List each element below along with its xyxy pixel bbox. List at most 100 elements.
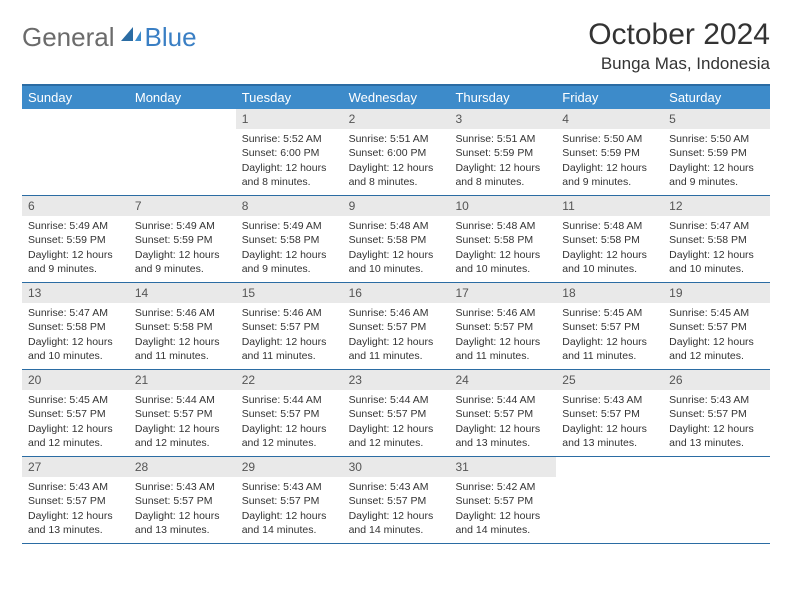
day-cell: 31Sunrise: 5:42 AMSunset: 5:57 PMDayligh…	[449, 457, 556, 543]
daylight-text: Daylight: 12 hours and 8 minutes.	[349, 161, 444, 189]
week-row: 20Sunrise: 5:45 AMSunset: 5:57 PMDayligh…	[22, 370, 770, 457]
day-body: Sunrise: 5:48 AMSunset: 5:58 PMDaylight:…	[343, 216, 450, 282]
week-row: 13Sunrise: 5:47 AMSunset: 5:58 PMDayligh…	[22, 283, 770, 370]
sunset-text: Sunset: 5:57 PM	[242, 494, 337, 508]
sunrise-text: Sunrise: 5:43 AM	[242, 480, 337, 494]
weekday-header: Sunday	[22, 86, 129, 109]
daylight-text: Daylight: 12 hours and 13 minutes.	[562, 422, 657, 450]
day-number: 20	[22, 370, 129, 390]
day-body: Sunrise: 5:49 AMSunset: 5:59 PMDaylight:…	[22, 216, 129, 282]
daylight-text: Daylight: 12 hours and 13 minutes.	[28, 509, 123, 537]
day-number: 12	[663, 196, 770, 216]
day-number: 7	[129, 196, 236, 216]
day-body: Sunrise: 5:45 AMSunset: 5:57 PMDaylight:…	[22, 390, 129, 456]
day-cell: 29Sunrise: 5:43 AMSunset: 5:57 PMDayligh…	[236, 457, 343, 543]
sunset-text: Sunset: 5:57 PM	[349, 494, 444, 508]
day-cell: 3Sunrise: 5:51 AMSunset: 5:59 PMDaylight…	[449, 109, 556, 195]
daylight-text: Daylight: 12 hours and 9 minutes.	[242, 248, 337, 276]
day-cell: 7Sunrise: 5:49 AMSunset: 5:59 PMDaylight…	[129, 196, 236, 282]
day-cell: 17Sunrise: 5:46 AMSunset: 5:57 PMDayligh…	[449, 283, 556, 369]
sunset-text: Sunset: 5:59 PM	[28, 233, 123, 247]
sunset-text: Sunset: 5:57 PM	[135, 407, 230, 421]
daylight-text: Daylight: 12 hours and 12 minutes.	[669, 335, 764, 363]
day-body: Sunrise: 5:50 AMSunset: 5:59 PMDaylight:…	[663, 129, 770, 195]
sunset-text: Sunset: 5:58 PM	[135, 320, 230, 334]
sunrise-text: Sunrise: 5:43 AM	[135, 480, 230, 494]
sunset-text: Sunset: 5:59 PM	[455, 146, 550, 160]
day-cell: 4Sunrise: 5:50 AMSunset: 5:59 PMDaylight…	[556, 109, 663, 195]
sunset-text: Sunset: 5:59 PM	[135, 233, 230, 247]
day-number: 1	[236, 109, 343, 129]
day-number: 6	[22, 196, 129, 216]
day-body: Sunrise: 5:48 AMSunset: 5:58 PMDaylight:…	[556, 216, 663, 282]
sunset-text: Sunset: 5:57 PM	[28, 407, 123, 421]
day-number: 25	[556, 370, 663, 390]
day-cell: 25Sunrise: 5:43 AMSunset: 5:57 PMDayligh…	[556, 370, 663, 456]
day-cell: 19Sunrise: 5:45 AMSunset: 5:57 PMDayligh…	[663, 283, 770, 369]
day-cell: 28Sunrise: 5:43 AMSunset: 5:57 PMDayligh…	[129, 457, 236, 543]
daylight-text: Daylight: 12 hours and 12 minutes.	[349, 422, 444, 450]
sunrise-text: Sunrise: 5:43 AM	[349, 480, 444, 494]
day-number: 8	[236, 196, 343, 216]
day-cell: 14Sunrise: 5:46 AMSunset: 5:58 PMDayligh…	[129, 283, 236, 369]
daylight-text: Daylight: 12 hours and 9 minutes.	[28, 248, 123, 276]
day-number: 15	[236, 283, 343, 303]
sunrise-text: Sunrise: 5:46 AM	[135, 306, 230, 320]
daylight-text: Daylight: 12 hours and 14 minutes.	[349, 509, 444, 537]
sunset-text: Sunset: 5:57 PM	[669, 320, 764, 334]
logo-text-general: General	[22, 22, 115, 53]
sunset-text: Sunset: 6:00 PM	[242, 146, 337, 160]
day-body: Sunrise: 5:45 AMSunset: 5:57 PMDaylight:…	[556, 303, 663, 369]
sunrise-text: Sunrise: 5:49 AM	[28, 219, 123, 233]
day-body: Sunrise: 5:52 AMSunset: 6:00 PMDaylight:…	[236, 129, 343, 195]
day-body: Sunrise: 5:43 AMSunset: 5:57 PMDaylight:…	[343, 477, 450, 543]
sunrise-text: Sunrise: 5:43 AM	[28, 480, 123, 494]
month-title: October 2024	[588, 18, 770, 52]
sunrise-text: Sunrise: 5:47 AM	[28, 306, 123, 320]
day-cell: 24Sunrise: 5:44 AMSunset: 5:57 PMDayligh…	[449, 370, 556, 456]
day-cell: 16Sunrise: 5:46 AMSunset: 5:57 PMDayligh…	[343, 283, 450, 369]
sunrise-text: Sunrise: 5:44 AM	[242, 393, 337, 407]
daylight-text: Daylight: 12 hours and 11 minutes.	[349, 335, 444, 363]
day-number: 11	[556, 196, 663, 216]
sunrise-text: Sunrise: 5:48 AM	[349, 219, 444, 233]
sunrise-text: Sunrise: 5:43 AM	[669, 393, 764, 407]
daylight-text: Daylight: 12 hours and 8 minutes.	[455, 161, 550, 189]
sunset-text: Sunset: 5:57 PM	[562, 407, 657, 421]
daylight-text: Daylight: 12 hours and 10 minutes.	[562, 248, 657, 276]
day-number: 4	[556, 109, 663, 129]
daylight-text: Daylight: 12 hours and 11 minutes.	[135, 335, 230, 363]
day-number: 2	[343, 109, 450, 129]
day-body: Sunrise: 5:47 AMSunset: 5:58 PMDaylight:…	[22, 303, 129, 369]
day-cell: ..	[22, 109, 129, 195]
weekday-header-row: SundayMondayTuesdayWednesdayThursdayFrid…	[22, 86, 770, 109]
day-cell: 12Sunrise: 5:47 AMSunset: 5:58 PMDayligh…	[663, 196, 770, 282]
daylight-text: Daylight: 12 hours and 9 minutes.	[669, 161, 764, 189]
daylight-text: Daylight: 12 hours and 12 minutes.	[242, 422, 337, 450]
title-block: October 2024 Bunga Mas, Indonesia	[588, 18, 770, 74]
sunrise-text: Sunrise: 5:49 AM	[242, 219, 337, 233]
sunrise-text: Sunrise: 5:52 AM	[242, 132, 337, 146]
weekday-header: Wednesday	[343, 86, 450, 109]
day-body: Sunrise: 5:43 AMSunset: 5:57 PMDaylight:…	[663, 390, 770, 456]
day-number: 31	[449, 457, 556, 477]
weekday-header: Thursday	[449, 86, 556, 109]
sunset-text: Sunset: 5:57 PM	[455, 407, 550, 421]
sunrise-text: Sunrise: 5:48 AM	[562, 219, 657, 233]
sunset-text: Sunset: 5:57 PM	[135, 494, 230, 508]
sunset-text: Sunset: 5:57 PM	[242, 407, 337, 421]
logo-text-blue: Blue	[145, 22, 197, 53]
daylight-text: Daylight: 12 hours and 10 minutes.	[349, 248, 444, 276]
day-body: Sunrise: 5:51 AMSunset: 6:00 PMDaylight:…	[343, 129, 450, 195]
day-cell: 2Sunrise: 5:51 AMSunset: 6:00 PMDaylight…	[343, 109, 450, 195]
day-body: Sunrise: 5:46 AMSunset: 5:57 PMDaylight:…	[236, 303, 343, 369]
sunset-text: Sunset: 5:58 PM	[669, 233, 764, 247]
sunrise-text: Sunrise: 5:51 AM	[349, 132, 444, 146]
day-body: Sunrise: 5:49 AMSunset: 5:58 PMDaylight:…	[236, 216, 343, 282]
sunrise-text: Sunrise: 5:46 AM	[455, 306, 550, 320]
day-body: Sunrise: 5:47 AMSunset: 5:58 PMDaylight:…	[663, 216, 770, 282]
day-body: Sunrise: 5:45 AMSunset: 5:57 PMDaylight:…	[663, 303, 770, 369]
day-cell: 21Sunrise: 5:44 AMSunset: 5:57 PMDayligh…	[129, 370, 236, 456]
day-number: 18	[556, 283, 663, 303]
day-cell: 23Sunrise: 5:44 AMSunset: 5:57 PMDayligh…	[343, 370, 450, 456]
